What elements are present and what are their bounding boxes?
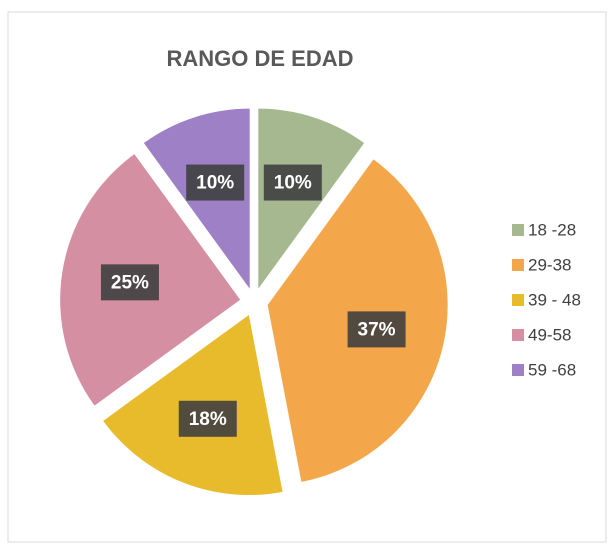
data-label: 37%: [358, 319, 396, 340]
legend-swatch: [512, 329, 524, 341]
data-label-box: [186, 164, 245, 201]
data-label-box: [347, 311, 406, 348]
legend-swatch: [512, 364, 524, 376]
legend-swatch: [512, 294, 524, 306]
legend-label: 59 -68: [528, 360, 576, 379]
legend-swatch: [512, 259, 524, 271]
data-label: 10%: [196, 173, 234, 194]
data-label-box: [263, 164, 322, 201]
chart-title: RANGO DE EDAD: [166, 46, 353, 71]
legend-label: 49-58: [528, 325, 571, 344]
legend-label: 29-38: [528, 255, 571, 274]
legend-swatch: [512, 224, 524, 236]
data-label: 18%: [189, 409, 227, 430]
data-label: 25%: [111, 272, 149, 293]
legend-label: 18 -28: [528, 220, 576, 239]
data-label-box: [100, 264, 159, 301]
legend-label: 39 - 48: [528, 290, 581, 309]
data-label: 10%: [274, 173, 312, 194]
data-label-box: [178, 400, 237, 437]
